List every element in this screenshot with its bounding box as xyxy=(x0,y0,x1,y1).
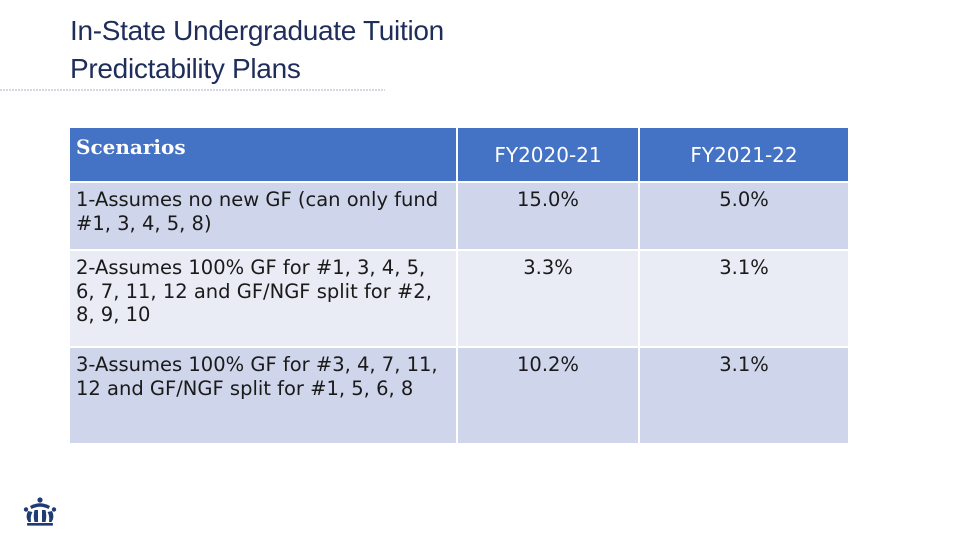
scenarios-table: Scenarios FY2020-21 FY2021-22 1-Assumes … xyxy=(68,126,850,445)
header-fy2021-22: FY2021-22 xyxy=(640,128,848,181)
fy2020-21-cell: 3.3% xyxy=(458,251,638,346)
table-header-row: Scenarios FY2020-21 FY2021-22 xyxy=(70,128,848,181)
slide-title-line-2: Predictability Plans xyxy=(70,53,301,84)
header-fy2020-21: FY2020-21 xyxy=(458,128,638,181)
fy2021-22-cell: 3.1% xyxy=(640,251,848,346)
scenario-cell: 3-Assumes 100% GF for #3, 4, 7, 11, 12 a… xyxy=(70,348,456,443)
crown-icon xyxy=(23,497,57,526)
header-scenarios: Scenarios xyxy=(70,128,456,181)
table-row: 3-Assumes 100% GF for #3, 4, 7, 11, 12 a… xyxy=(70,348,848,443)
fy2020-21-cell: 15.0% xyxy=(458,183,638,249)
crown-logo-shapes xyxy=(23,497,57,526)
table-row: 2-Assumes 100% GF for #1, 3, 4, 5, 6, 7,… xyxy=(70,251,848,346)
fy2021-22-cell: 3.1% xyxy=(640,348,848,443)
fy2020-21-cell: 10.2% xyxy=(458,348,638,443)
slide-title-line-1: In-State Undergraduate Tuition xyxy=(70,15,444,46)
scenario-cell: 1-Assumes no new GF (can only fund #1, 3… xyxy=(70,183,456,249)
table-row: 1-Assumes no new GF (can only fund #1, 3… xyxy=(70,183,848,249)
scenario-cell: 2-Assumes 100% GF for #1, 3, 4, 5, 6, 7,… xyxy=(70,251,456,346)
fy2021-22-cell: 5.0% xyxy=(640,183,848,249)
title-underline-divider xyxy=(0,89,385,91)
slide-title: In-State Undergraduate Tuition Predictab… xyxy=(70,12,444,88)
